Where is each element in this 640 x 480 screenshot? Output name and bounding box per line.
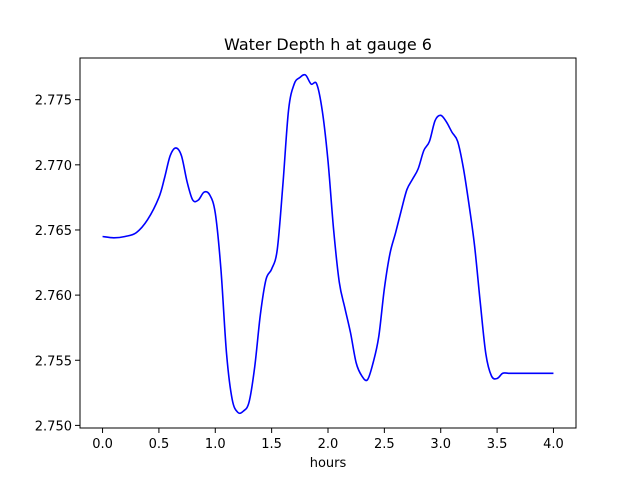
- y-tick-label: 2.755: [35, 354, 72, 369]
- series-line: [102, 73, 554, 415]
- x-tick-label: 3.0: [430, 437, 451, 452]
- chart-title: Water Depth h at gauge 6: [224, 35, 432, 54]
- y-tick-label: 2.760: [35, 289, 72, 304]
- x-tick-label: 1.0: [205, 437, 226, 452]
- x-tick-label: 1.5: [261, 437, 282, 452]
- x-tick-label: 0.0: [92, 437, 113, 452]
- x-tick-label: 2.0: [318, 437, 339, 452]
- plot-area: [79, 57, 577, 429]
- y-tick-label: 2.765: [35, 224, 72, 239]
- x-tick-label: 2.5: [374, 437, 395, 452]
- y-tick-label: 2.775: [35, 94, 72, 109]
- x-tick-label: 0.5: [149, 437, 170, 452]
- x-axis: 0.0 0.5 1.0 1.5 2.0 2.5 3.0 3.5 4.0: [92, 428, 564, 452]
- x-tick-label: 4.0: [543, 437, 564, 452]
- y-tick-label: 2.750: [35, 419, 72, 434]
- y-tick-label: 2.770: [35, 159, 72, 174]
- plot-content: [102, 73, 554, 415]
- x-axis-label: hours: [310, 456, 347, 471]
- x-tick-label: 3.5: [487, 437, 508, 452]
- y-axis: 2.750 2.755 2.760 2.765 2.770 2.775: [35, 94, 80, 434]
